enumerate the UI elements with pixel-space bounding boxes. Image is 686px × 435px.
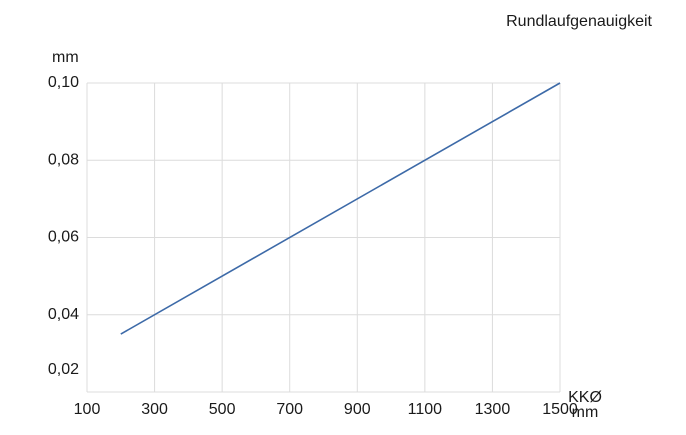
y-tick-label: 0,02 [48,361,79,378]
x-tick-label: 900 [344,401,371,418]
x-tick-label: 1100 [408,401,443,418]
x-axis-label: mm [572,404,599,421]
x-tick-label: 300 [141,401,168,418]
y-axis-label: mm [52,49,79,66]
y-tick-label: 0,10 [48,74,79,91]
x-tick-label: 100 [74,401,101,418]
y-tick-label: 0,06 [48,229,79,246]
y-tick-label: 0,08 [48,151,79,168]
x-tick-label: 1300 [475,401,511,418]
y-tick-label: 0,04 [48,306,79,323]
x-tick-label: 700 [276,401,303,418]
chart-title: Rundlaufgenauigkeit [506,13,652,30]
x-tick-label: 500 [209,401,236,418]
data-line [120,82,561,335]
x-axis-label: KKØ [568,389,602,406]
x-tick-label: 1500 [542,401,578,418]
